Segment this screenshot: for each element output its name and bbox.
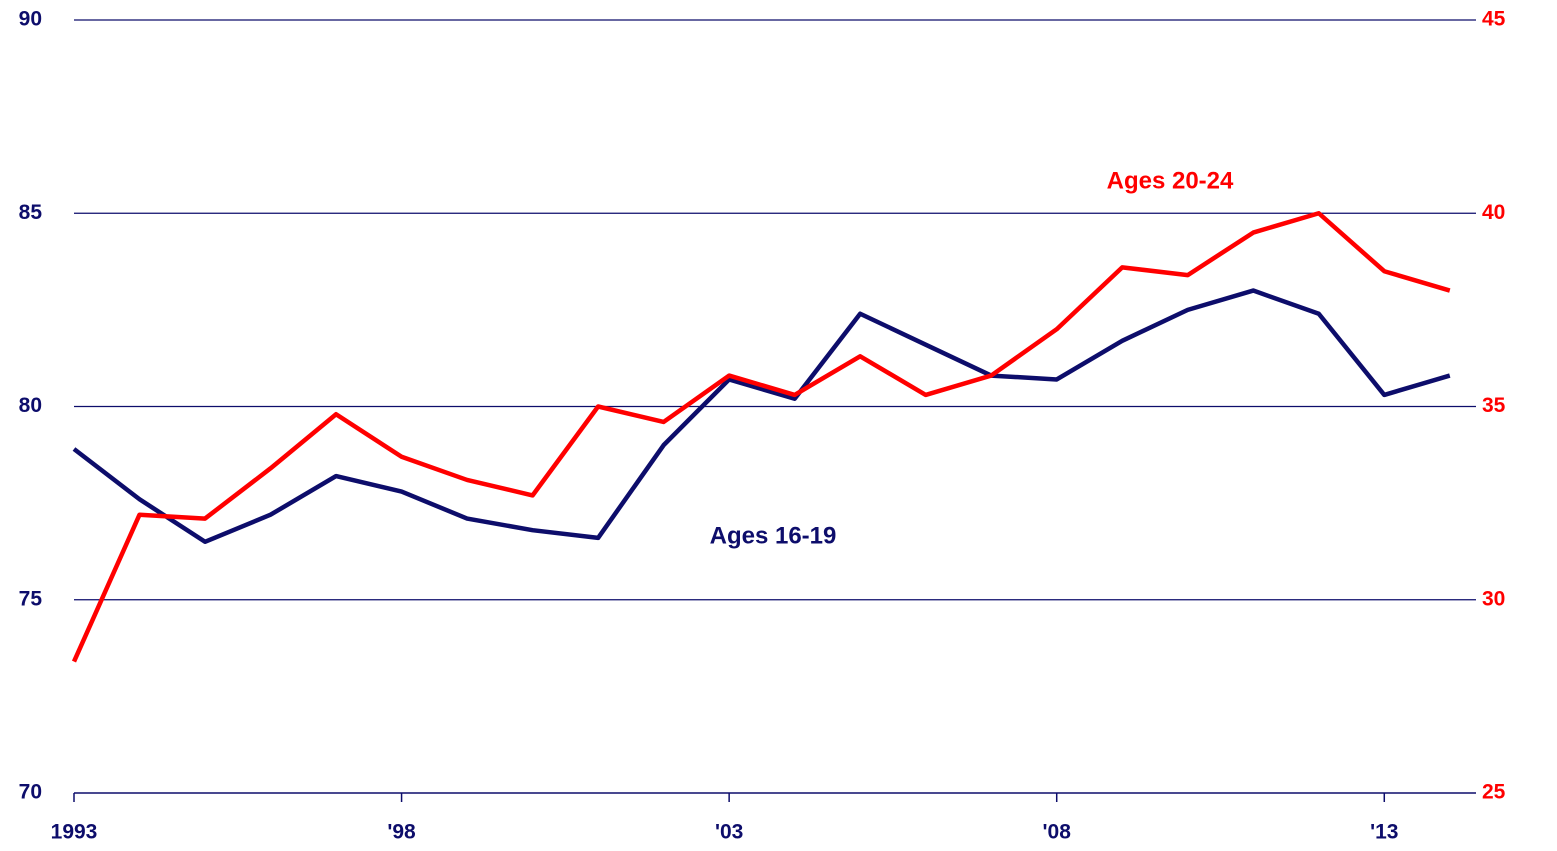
x-tick-label: '08	[1043, 821, 1072, 844]
series-label: Ages 20-24	[1107, 167, 1234, 194]
x-tick-label: '03	[715, 821, 743, 844]
series-line	[72, 288, 1451, 545]
y-tick-label: 80	[19, 394, 42, 417]
y2-tick-label: 30	[1482, 587, 1505, 610]
y2-tick-label: 45	[1482, 8, 1506, 31]
series-label: Ages 16-19	[710, 522, 837, 549]
y-tick-label: 85	[19, 201, 43, 224]
y-tick-label: 90	[19, 8, 42, 31]
x-tick-label: '98	[387, 821, 416, 844]
series-line	[71, 211, 1451, 663]
x-tick-label: '13	[1370, 821, 1398, 844]
y2-tick-label: 35	[1482, 394, 1506, 417]
y2-tick-label: 40	[1482, 201, 1505, 224]
y-tick-label: 75	[19, 587, 43, 610]
x-tick-label: 1993	[51, 821, 98, 844]
y-tick-label: 70	[19, 781, 42, 804]
y2-tick-label: 25	[1482, 781, 1506, 804]
